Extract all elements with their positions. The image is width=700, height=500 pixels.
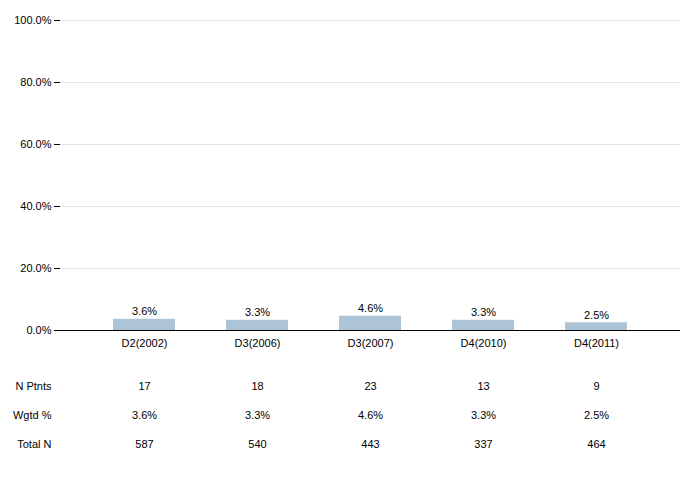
svg-text:587: 587 <box>135 438 153 450</box>
svg-text:540: 540 <box>248 438 266 450</box>
svg-text:13: 13 <box>477 380 489 392</box>
svg-text:80.0%: 80.0% <box>20 76 51 88</box>
svg-text:3.3%: 3.3% <box>245 306 270 318</box>
svg-text:N Ptnts: N Ptnts <box>15 380 52 392</box>
svg-text:2.5%: 2.5% <box>584 409 609 421</box>
svg-text:3.3%: 3.3% <box>245 409 270 421</box>
svg-text:3.3%: 3.3% <box>471 306 496 318</box>
svg-text:3.6%: 3.6% <box>132 409 157 421</box>
svg-text:100.0%: 100.0% <box>14 14 52 26</box>
svg-text:4.6%: 4.6% <box>358 302 383 314</box>
svg-text:D3(2006): D3(2006) <box>235 337 281 349</box>
svg-text:23: 23 <box>364 380 376 392</box>
svg-text:D4(2010): D4(2010) <box>461 337 507 349</box>
svg-text:2.5%: 2.5% <box>584 309 609 321</box>
svg-text:9: 9 <box>593 380 599 392</box>
svg-text:D3(2007): D3(2007) <box>348 337 394 349</box>
svg-text:20.0%: 20.0% <box>20 262 51 274</box>
svg-text:40.0%: 40.0% <box>20 200 51 212</box>
svg-text:0.0%: 0.0% <box>26 324 51 336</box>
svg-text:4.6%: 4.6% <box>358 409 383 421</box>
svg-text:464: 464 <box>587 438 605 450</box>
svg-text:D2(2002): D2(2002) <box>122 337 168 349</box>
svg-text:337: 337 <box>474 438 492 450</box>
svg-text:18: 18 <box>251 380 263 392</box>
svg-text:D4(2011): D4(2011) <box>574 337 619 349</box>
svg-text:3.3%: 3.3% <box>471 409 496 421</box>
svg-text:443: 443 <box>361 438 379 450</box>
svg-text:17: 17 <box>138 380 150 392</box>
svg-text:3.6%: 3.6% <box>132 305 157 317</box>
svg-text:Wgtd %: Wgtd % <box>13 409 52 421</box>
svg-text:Total N: Total N <box>17 438 51 450</box>
svg-text:60.0%: 60.0% <box>20 138 51 150</box>
